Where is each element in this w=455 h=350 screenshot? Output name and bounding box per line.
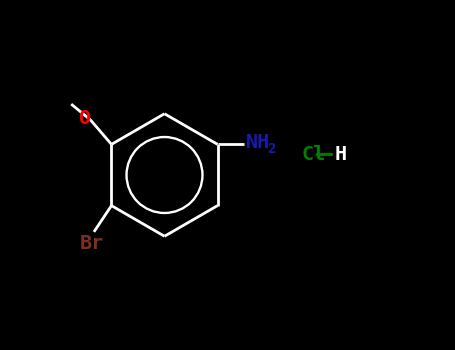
Text: H: H [335,145,347,164]
Text: Cl: Cl [302,145,326,164]
Text: Br: Br [80,233,104,253]
Text: O: O [78,108,90,128]
Text: 2: 2 [267,141,276,155]
Text: NH: NH [246,133,270,152]
